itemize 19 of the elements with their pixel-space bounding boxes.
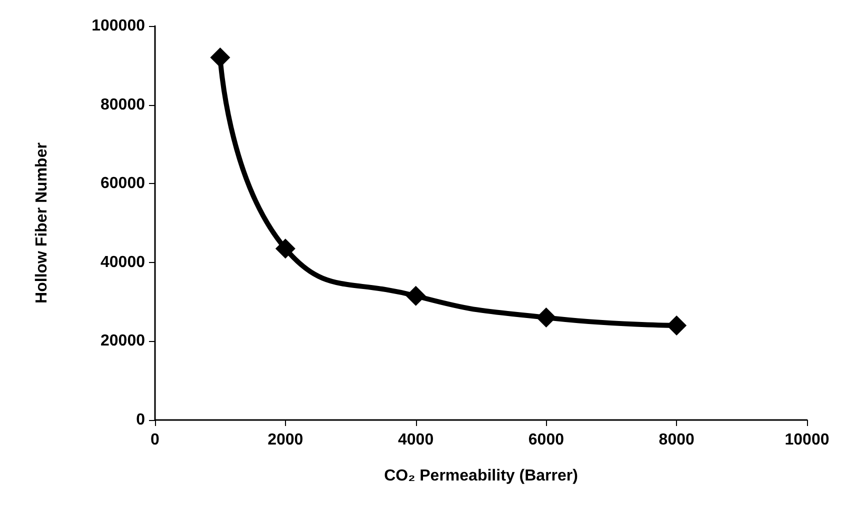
point: [536, 308, 556, 328]
y-tick-label: 60000: [100, 175, 146, 192]
x-tick-label: 8000: [658, 432, 694, 448]
x-tick-label: 2000: [268, 432, 304, 448]
x-tick-label: 10000: [784, 432, 830, 448]
point: [406, 286, 426, 306]
y-tick-label: 0: [136, 412, 146, 428]
point: [666, 315, 687, 336]
y-tick-label: 80000: [100, 96, 146, 114]
x-tick-label: 4000: [398, 432, 434, 448]
point: [275, 238, 296, 259]
x-tick-label: 6000: [528, 432, 564, 448]
y-tick-label: 20000: [100, 332, 146, 350]
y-tick-label: 100000: [92, 18, 146, 34]
point: [210, 48, 230, 68]
y-tick-label: 40000: [100, 254, 146, 271]
x-tick-label: 0: [150, 432, 160, 448]
y-axis-title: Hollow Fiber Number: [34, 142, 50, 304]
x-axis-title: CO₂ Permeability (Barrer): [384, 468, 578, 484]
